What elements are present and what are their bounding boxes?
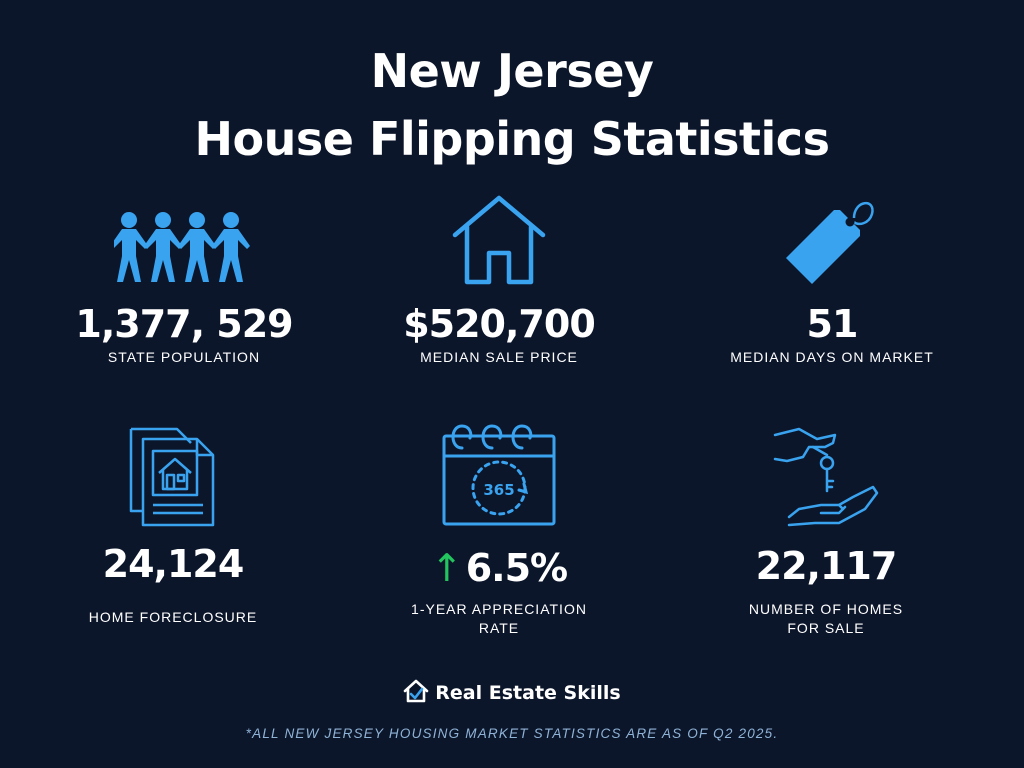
- appreciation-rate-value: ↑ 6.5%: [349, 549, 649, 587]
- stat-home-foreclosure: 24,124 HOME FORECLOSURE: [23, 425, 323, 630]
- house-outline-icon: [451, 195, 547, 285]
- brand-name: Real Estate Skills: [435, 682, 621, 704]
- stat-homes-for-sale: 22,117 NUMBER OF HOMES FOR SALE: [676, 425, 976, 640]
- median-days-value: 51: [806, 302, 859, 346]
- homes-for-sale-label-line-2: FOR SALE: [787, 620, 865, 636]
- population-label: STATE POPULATION: [107, 349, 261, 365]
- trend-up-arrow-icon: ↑: [430, 546, 463, 590]
- appreciation-rate-label-line-2: RATE: [478, 620, 520, 636]
- median-sale-price-label: MEDIAN SALE PRICE: [420, 349, 578, 365]
- page-title-line-2: House Flipping Statistics: [194, 112, 830, 166]
- footnote: *ALL NEW JERSEY HOUSING MARKET STATISTIC…: [245, 726, 779, 741]
- median-days-label: MEDIAN DAYS ON MARKET: [730, 349, 934, 365]
- home-foreclosure-value: 24,124: [102, 542, 245, 586]
- calendar-365-text: 365: [483, 481, 514, 499]
- homes-for-sale-label: NUMBER OF HOMES FOR SALE: [676, 600, 976, 638]
- hand-key-icon: [769, 425, 883, 529]
- page-title-line-1: New Jersey: [370, 44, 654, 98]
- stat-appreciation-rate: 365 ↑ 6.5% 1-YEAR APPRECIATION RATE: [349, 422, 649, 640]
- median-sale-price-value: $520,700: [403, 302, 596, 346]
- homes-for-sale-value: 22,117: [755, 544, 898, 588]
- appreciation-rate-number: 6.5%: [465, 546, 568, 590]
- stat-median-days: 51 MEDIAN DAYS ON MARKET: [682, 192, 982, 370]
- foreclosure-document-icon: [127, 425, 219, 529]
- calendar-365-icon: 365: [440, 422, 558, 528]
- brand-logo: Real Estate Skills: [0, 679, 1024, 708]
- home-foreclosure-label: HOME FORECLOSURE: [88, 609, 258, 625]
- population-value: 1,377, 529: [75, 302, 293, 346]
- people-chain-icon: [114, 210, 254, 284]
- house-check-logo-icon: [403, 679, 429, 708]
- homes-for-sale-label-line-1: NUMBER OF HOMES: [748, 601, 904, 617]
- appreciation-rate-label-line-1: 1-YEAR APPRECIATION: [411, 601, 587, 617]
- stat-median-sale-price: $520,700 MEDIAN SALE PRICE: [349, 195, 649, 370]
- appreciation-rate-label: 1-YEAR APPRECIATION RATE: [349, 600, 649, 638]
- price-tag-icon: [784, 192, 880, 286]
- stat-population: 1,377, 529 STATE POPULATION: [34, 210, 334, 370]
